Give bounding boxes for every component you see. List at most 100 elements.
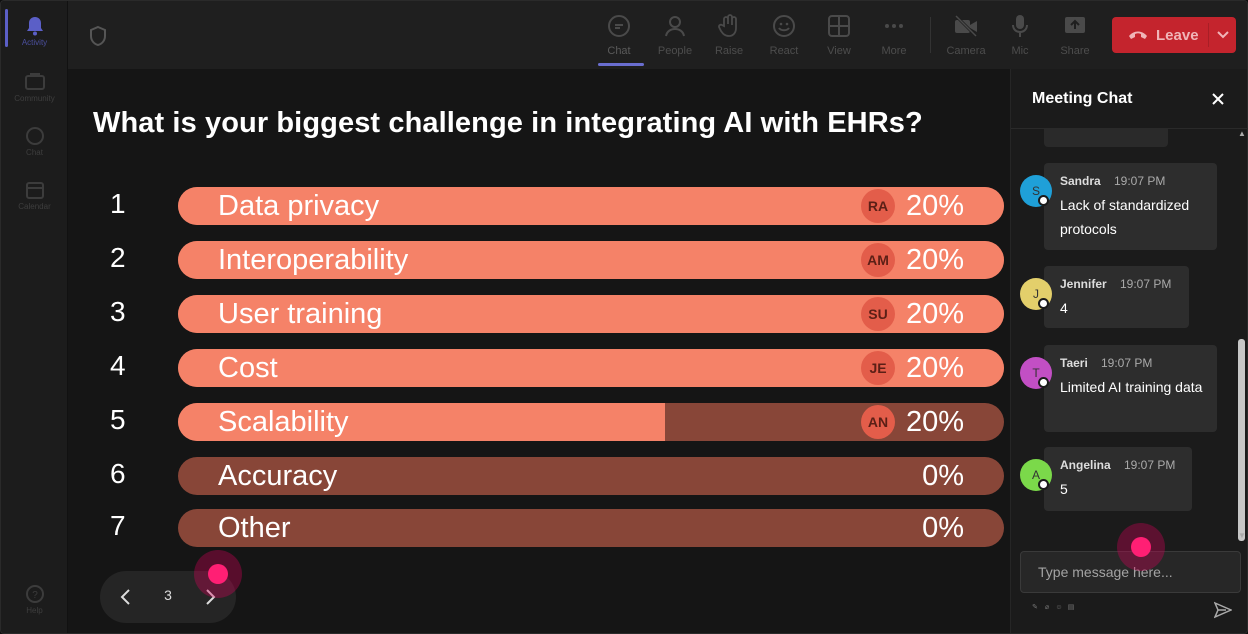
attach-icon[interactable]: ⌀ (1044, 604, 1050, 611)
message-timestamp: 19:07 PM (1101, 356, 1153, 370)
toolbar-view-button[interactable]: View (813, 9, 865, 65)
chat-message-list[interactable]: S Sandra 19:07 PM Lack of standardized prot… (1011, 129, 1247, 543)
sender-name: Sandra (1060, 174, 1101, 188)
toolbar-button-label: React (769, 45, 799, 57)
rail-item-label: Help (26, 605, 43, 615)
poll-option-bar: Data privacy RA 20% (178, 187, 1004, 225)
message-timestamp: 19:07 PM (1124, 458, 1176, 472)
rail-item-community[interactable]: Community (1, 63, 68, 111)
chevron-left-icon[interactable] (116, 587, 136, 607)
hang-up-icon (1128, 28, 1148, 42)
sender-name: Jennifer (1060, 277, 1107, 291)
gif-icon[interactable]: ▤ (1067, 604, 1075, 611)
raise-hand-icon (716, 13, 742, 39)
toolbar-button-label: Raise (714, 45, 744, 57)
toolbar-button-label: View (827, 45, 851, 57)
rail-item-calendar[interactable]: Calendar (1, 171, 68, 219)
scrollbar-thumb[interactable] (1238, 339, 1245, 541)
option-percent: 20% (905, 244, 964, 276)
send-icon[interactable] (1213, 601, 1233, 619)
poll-option-bar: Cost JE 20% (178, 349, 1004, 387)
toolbar-camera-button[interactable]: Camera (940, 9, 992, 65)
poll-option-bar: Interoperability AM 20% (178, 241, 1004, 279)
toolbar-button-label: Mic (1011, 45, 1029, 57)
rail-item-label: Calendar (18, 201, 51, 211)
left-rail: Activity Community Chat Calendar ? Help (1, 1, 68, 633)
chat-message: S Sandra 19:07 PM Lack of standardized prot… (1020, 163, 1217, 250)
toolbar-divider (930, 17, 931, 53)
toolbar-chat-button[interactable]: Chat (593, 9, 645, 65)
option-label: User training (218, 298, 383, 330)
chat-bubble-icon (25, 126, 45, 146)
option-percent: 0% (922, 512, 964, 544)
toolbar-react-button[interactable]: React (758, 9, 810, 65)
voter-avatar: AM (861, 243, 895, 277)
presence-status-dot (1038, 195, 1049, 206)
chat-message-input[interactable] (1021, 552, 1240, 592)
option-label: Scalability (218, 406, 349, 438)
chat-message-partial (1044, 129, 1168, 147)
sender-name: Taeri (1060, 356, 1088, 370)
toolbar-raise-button[interactable]: Raise (703, 9, 755, 65)
option-number: 6 (110, 458, 126, 489)
presence-status-dot (1038, 298, 1049, 309)
option-label: Cost (218, 352, 278, 384)
message-text: 5 (1060, 481, 1068, 497)
chat-title: Meeting Chat (1032, 90, 1133, 107)
page-number: 3 (164, 587, 172, 603)
poll-results-area: What is your biggest challenge in integr… (68, 69, 1010, 633)
option-number: 7 (110, 510, 126, 541)
toolbar-share-button[interactable]: Share (1049, 9, 1101, 65)
chevron-right-icon[interactable] (200, 587, 220, 607)
composer-format-tools: ✎ ⌀ ☺ ▤ (1031, 603, 1075, 612)
svg-text:?: ? (32, 590, 38, 601)
toolbar-button-label: Chat (607, 45, 631, 57)
message-timestamp: 19:07 PM (1114, 174, 1166, 188)
result-fill (178, 403, 666, 441)
rail-item-label: Activity (21, 37, 48, 47)
option-percent: 20% (905, 352, 964, 384)
format-icon[interactable]: ✎ (1032, 604, 1038, 611)
leave-divider (1208, 23, 1209, 47)
voter-avatar: AN (861, 405, 895, 439)
toolbar-button-label: Share (1060, 45, 1090, 57)
toolbar-more-button[interactable]: More (868, 9, 920, 65)
help-icon: ? (25, 584, 45, 604)
rail-item-activity[interactable]: Activity (1, 7, 68, 55)
option-percent: 20% (905, 406, 964, 438)
presence-status-dot (1038, 377, 1049, 388)
chevron-down-icon[interactable] (1216, 27, 1230, 41)
toolbar-button-label: More (881, 45, 907, 57)
shield-icon (88, 25, 108, 47)
chat-icon (606, 13, 632, 39)
emoji-icon[interactable]: ☺ (1055, 603, 1063, 611)
voter-avatar: RA (861, 189, 895, 223)
chat-composer (1020, 551, 1241, 593)
pointer-highlight (1117, 523, 1165, 571)
meeting-toolbar: Chat People Raise React View More Camera (68, 1, 1247, 69)
message-text: Limited AI training data (1060, 379, 1203, 395)
close-icon[interactable] (1210, 91, 1226, 107)
toolbar-button-label: People (657, 45, 693, 57)
toolbar-people-button[interactable]: People (649, 9, 701, 65)
toolbar-mic-button[interactable]: Mic (994, 9, 1046, 65)
leave-button[interactable]: Leave (1112, 17, 1236, 53)
presence-status-dot (1038, 479, 1049, 490)
people-icon (662, 13, 688, 39)
option-label: Accuracy (218, 460, 338, 492)
chat-message: A Angelina 19:07 PM 5 (1020, 447, 1192, 511)
option-percent: 0% (922, 460, 964, 492)
option-label: Interoperability (218, 244, 409, 276)
chat-scrollbar[interactable]: ▲ ▼ (1236, 129, 1247, 543)
rail-item-chat[interactable]: Chat (1, 117, 68, 165)
mic-icon (1007, 13, 1033, 39)
option-number: 2 (110, 242, 126, 273)
scroll-down-arrow-icon[interactable]: ▼ (1238, 531, 1246, 540)
option-number: 4 (110, 350, 126, 381)
active-tab-indicator (598, 63, 644, 66)
scroll-up-arrow-icon[interactable]: ▲ (1238, 129, 1246, 138)
option-label: Data privacy (218, 190, 380, 222)
option-number: 1 (110, 188, 126, 219)
rail-item-help[interactable]: ? Help (1, 575, 68, 623)
rail-active-indicator (5, 9, 8, 47)
